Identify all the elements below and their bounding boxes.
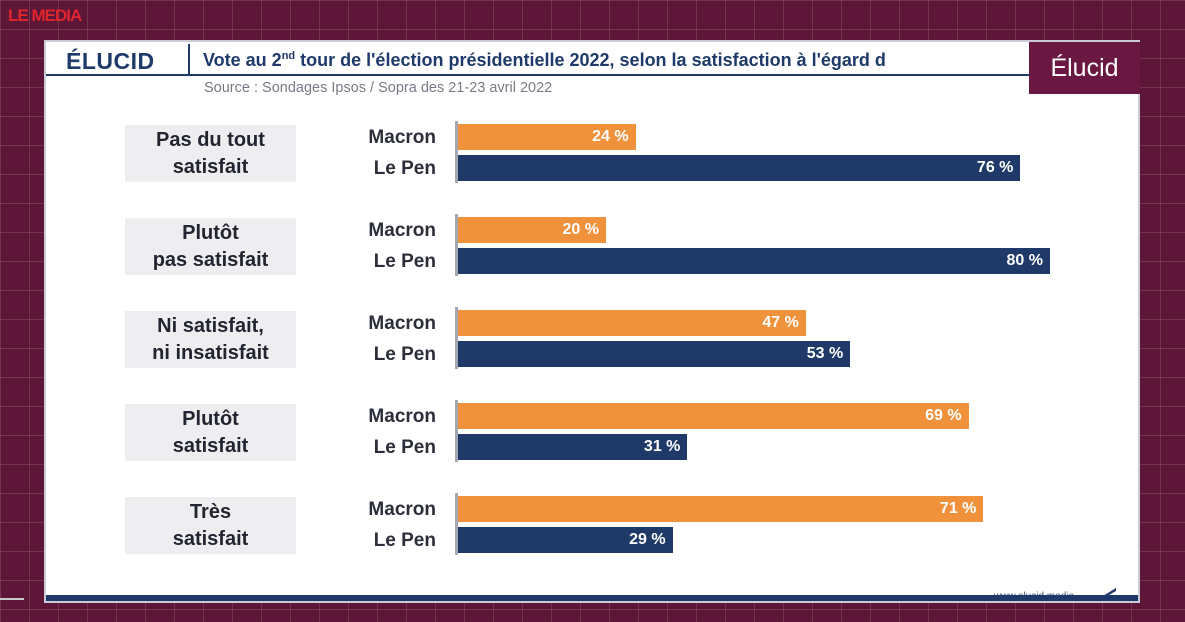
bar-macron: 71 % xyxy=(458,496,984,522)
chart-title: Vote au 2nd tour de l'élection président… xyxy=(203,50,1029,71)
brand-logo: ÉLUCID xyxy=(66,48,155,74)
bar-value-label: 29 % xyxy=(629,531,666,548)
category-label: Ni satisfait, ni insatisfait xyxy=(125,311,296,368)
bar-macron: 20 % xyxy=(458,217,606,243)
axis-line xyxy=(455,214,458,276)
bar-value-label: 24 % xyxy=(592,128,629,145)
bar-macron: 24 % xyxy=(458,124,636,150)
category-label-line: Plutôt xyxy=(182,407,239,430)
bar-lepen: 80 % xyxy=(458,248,1050,274)
category-label-line: Plutôt xyxy=(182,221,239,244)
series-label-lepen: Le Pen xyxy=(373,344,436,365)
category-label-line: pas satisfait xyxy=(152,248,269,271)
axis-line xyxy=(455,121,458,183)
header-rule xyxy=(46,74,1138,76)
category-label: Plutôt satisfait xyxy=(125,404,296,461)
category-label-line: Pas du tout xyxy=(156,128,265,151)
title-rest: tour de l'élection présidentielle 2022, … xyxy=(295,50,886,70)
category-label-line: Très xyxy=(189,500,232,523)
category-label-line: Ni satisfait, xyxy=(157,314,264,337)
bar-macron: 47 % xyxy=(458,310,806,336)
bar-value-label: 69 % xyxy=(925,407,962,424)
series-label-lepen: Le Pen xyxy=(373,437,436,458)
category-label-line: satisfait xyxy=(172,155,249,178)
category-label: Pas du tout satisfait xyxy=(125,125,296,182)
category-label-line: satisfait xyxy=(172,434,249,457)
bar-lepen: 53 % xyxy=(458,341,851,367)
series-label-macron: Macron xyxy=(368,127,436,148)
bar-lepen: 29 % xyxy=(458,527,673,553)
bar-value-label: 53 % xyxy=(806,345,844,362)
axis-line xyxy=(455,400,458,462)
series-label-macron: Macron xyxy=(368,499,436,520)
bar-value-label: 31 % xyxy=(643,438,681,455)
bar-value-label: 47 % xyxy=(762,314,799,331)
axis-line xyxy=(455,493,458,555)
title-sup: nd xyxy=(281,50,296,62)
series-label-lepen: Le Pen xyxy=(373,158,436,179)
elucid-badge: Élucid xyxy=(1029,42,1140,94)
series-label-lepen: Le Pen xyxy=(373,251,436,272)
bar-value-label: 20 % xyxy=(562,221,599,238)
bottom-rule xyxy=(46,595,1138,601)
bar-value-label: 71 % xyxy=(939,500,977,517)
bar-lepen: 31 % xyxy=(458,434,688,460)
bar-value-label: 76 % xyxy=(976,159,1014,176)
series-label-macron: Macron xyxy=(368,220,436,241)
bar-lepen: 76 % xyxy=(458,155,1021,181)
axis-line xyxy=(455,307,458,369)
brand-separator xyxy=(188,44,190,74)
edge-mark xyxy=(0,598,24,600)
corner-logo: LE MEDIA xyxy=(8,6,82,25)
category-label-line: satisfait xyxy=(172,527,249,550)
category-label: Plutôt pas satisfait xyxy=(125,218,296,275)
bar-value-label: 80 % xyxy=(1006,252,1043,269)
series-label-macron: Macron xyxy=(368,406,436,427)
series-label-lepen: Le Pen xyxy=(373,530,436,551)
category-label-line: ni insatisfait xyxy=(152,341,269,364)
chart-source: Source : Sondages Ipsos / Sopra des 21-2… xyxy=(204,80,553,96)
title-main: Vote au 2 xyxy=(203,50,282,70)
category-label: Très satisfait xyxy=(125,497,296,554)
series-label-macron: Macron xyxy=(368,313,436,334)
bar-macron: 69 % xyxy=(458,403,969,429)
